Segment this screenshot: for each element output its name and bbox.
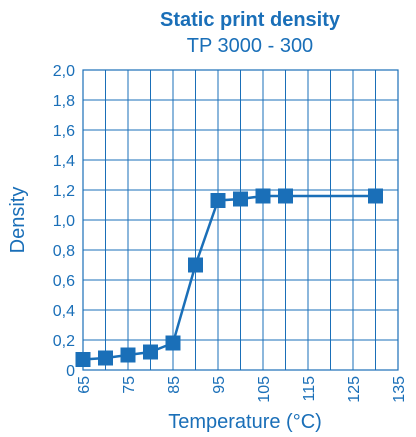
x-tick-label: 135	[391, 376, 408, 403]
data-point	[278, 188, 293, 204]
grid	[82, 69, 399, 371]
x-axis-label: Temperature (°C)	[168, 411, 322, 433]
y-tick-label: 0,6	[53, 273, 75, 290]
y-tick-label: 1,0	[53, 213, 75, 230]
data-point	[255, 188, 271, 204]
data-point	[98, 350, 113, 366]
data-point	[188, 257, 203, 273]
y-tick-label: 1,6	[53, 123, 75, 140]
data-point	[143, 344, 158, 360]
y-axis-label: Density	[7, 187, 29, 254]
data-point	[368, 188, 383, 204]
y-tick-label: 0,8	[53, 243, 75, 260]
data-point	[233, 191, 248, 207]
data-point	[165, 335, 181, 351]
series-line	[82, 194, 376, 361]
y-tick-label: 0,2	[53, 333, 75, 350]
y-tick-label: 0,4	[53, 303, 75, 320]
x-axis-ticks: 65 75 85 95 105 115 125 135	[76, 376, 408, 403]
y-tick-label: 1,4	[53, 153, 75, 170]
series	[75, 188, 383, 367]
x-tick-label: 85	[166, 376, 183, 394]
x-tick-label: 105	[256, 376, 273, 403]
x-tick-label: 125	[346, 376, 363, 403]
plot-frame	[82, 69, 399, 371]
y-tick-label: 1,8	[53, 93, 75, 110]
data-point	[210, 193, 226, 208]
x-tick-label: 65	[76, 376, 93, 394]
x-tick-label: 95	[211, 376, 228, 394]
x-tick-label: 75	[121, 376, 138, 394]
y-axis-ticks: 0 0,2 0,4 0,6 0,8 1,0 1,2 1,4 1,6 1,8 2,0	[53, 63, 75, 380]
chart-subtitle: TP 3000 - 300	[187, 35, 313, 57]
data-point	[75, 352, 91, 367]
y-tick-label: 2,0	[53, 63, 75, 80]
data-point	[120, 347, 136, 363]
y-tick-label: 1,2	[53, 183, 75, 200]
x-tick-label: 115	[301, 376, 318, 402]
chart-title: Static print density	[160, 9, 341, 31]
y-tick-label: 0	[66, 363, 75, 380]
